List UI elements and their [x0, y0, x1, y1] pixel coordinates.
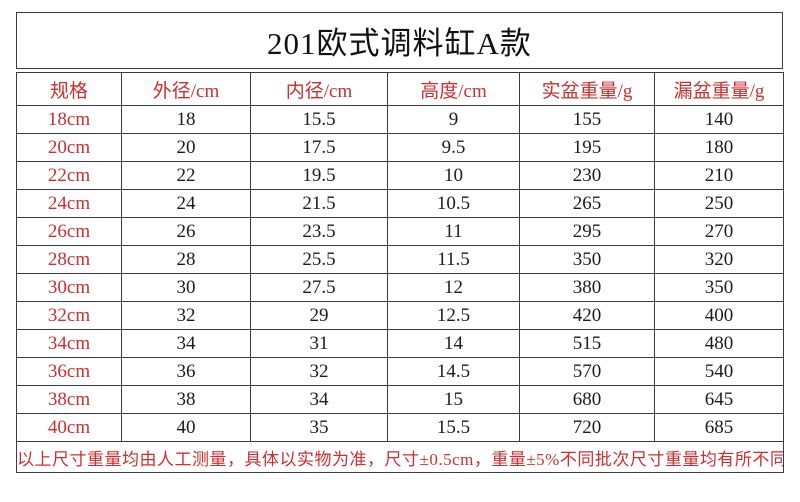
value-cell: 680 [519, 385, 655, 414]
spec-cell: 18cm [16, 105, 122, 134]
table-row: 38cm 38 34 15 680 645 [16, 385, 784, 414]
product-title: 201欧式调料缸A款 [267, 26, 532, 61]
spec-table: 规格 外径/cm 内径/cm 高度/cm 实盆重量/g 漏盆重量/g 18cm 18 15.5… [16, 72, 784, 473]
value-cell: 32 [121, 301, 251, 330]
value-cell: 12.5 [387, 301, 520, 330]
value-cell: 24 [121, 189, 251, 218]
value-cell: 195 [519, 133, 655, 162]
table-row: 20cm 20 17.5 9.5 195 180 [16, 133, 784, 162]
value-cell: 14.5 [387, 357, 520, 386]
value-cell: 400 [654, 301, 784, 330]
value-cell: 36 [121, 357, 251, 386]
spec-cell: 40cm [16, 413, 122, 442]
value-cell: 350 [654, 273, 784, 302]
value-cell: 20 [121, 133, 251, 162]
value-cell: 380 [519, 273, 655, 302]
value-cell: 35 [250, 413, 388, 442]
value-cell: 11 [387, 217, 520, 246]
value-cell: 28 [121, 245, 251, 274]
header-row: 规格 外径/cm 内径/cm 高度/cm 实盆重量/g 漏盆重量/g [16, 72, 784, 106]
value-cell: 23.5 [250, 217, 388, 246]
value-cell: 140 [654, 105, 784, 134]
column-header: 实盆重量/g [519, 72, 655, 106]
value-cell: 21.5 [250, 189, 388, 218]
value-cell: 420 [519, 301, 655, 330]
column-header: 内径/cm [250, 72, 388, 106]
footnote-row: 以上尺寸重量均由人工测量，具体以实物为准，尺寸±0.5cm，重量±5%不同批次尺… [16, 441, 784, 473]
value-cell: 270 [654, 217, 784, 246]
value-cell: 32 [250, 357, 388, 386]
table-row: 40cm 40 35 15.5 720 685 [16, 413, 784, 442]
column-header: 漏盆重量/g [654, 72, 784, 106]
value-cell: 31 [250, 329, 388, 358]
value-cell: 645 [654, 385, 784, 414]
table-row: 22cm 22 19.5 10 230 210 [16, 161, 784, 190]
value-cell: 14 [387, 329, 520, 358]
table-row: 28cm 28 25.5 11.5 350 320 [16, 245, 784, 274]
spec-cell: 22cm [16, 161, 122, 190]
value-cell: 11.5 [387, 245, 520, 274]
value-cell: 540 [654, 357, 784, 386]
table-row: 32cm 32 29 12.5 420 400 [16, 301, 784, 330]
spec-cell: 28cm [16, 245, 122, 274]
column-header: 规格 [16, 72, 122, 106]
value-cell: 250 [654, 189, 784, 218]
spec-cell: 32cm [16, 301, 122, 330]
table-row: 30cm 30 27.5 12 380 350 [16, 273, 784, 302]
value-cell: 295 [519, 217, 655, 246]
value-cell: 25.5 [250, 245, 388, 274]
table-row: 36cm 36 32 14.5 570 540 [16, 357, 784, 386]
value-cell: 155 [519, 105, 655, 134]
value-cell: 10.5 [387, 189, 520, 218]
value-cell: 38 [121, 385, 251, 414]
title-box: 201欧式调料缸A款 [16, 12, 783, 69]
value-cell: 720 [519, 413, 655, 442]
value-cell: 350 [519, 245, 655, 274]
value-cell: 9 [387, 105, 520, 134]
spec-cell: 26cm [16, 217, 122, 246]
value-cell: 29 [250, 301, 388, 330]
value-cell: 34 [121, 329, 251, 358]
value-cell: 30 [121, 273, 251, 302]
spec-cell: 36cm [16, 357, 122, 386]
value-cell: 570 [519, 357, 655, 386]
value-cell: 15 [387, 385, 520, 414]
value-cell: 19.5 [250, 161, 388, 190]
spec-cell: 24cm [16, 189, 122, 218]
value-cell: 22 [121, 161, 251, 190]
value-cell: 320 [654, 245, 784, 274]
table-row: 26cm 26 23.5 11 295 270 [16, 217, 784, 246]
spec-cell: 34cm [16, 329, 122, 358]
value-cell: 12 [387, 273, 520, 302]
value-cell: 9.5 [387, 133, 520, 162]
spec-cell: 38cm [16, 385, 122, 414]
spec-cell: 20cm [16, 133, 122, 162]
value-cell: 27.5 [250, 273, 388, 302]
value-cell: 480 [654, 329, 784, 358]
value-cell: 10 [387, 161, 520, 190]
footnote: 以上尺寸重量均由人工测量，具体以实物为准，尺寸±0.5cm，重量±5%不同批次尺… [16, 441, 784, 473]
value-cell: 230 [519, 161, 655, 190]
spec-cell: 30cm [16, 273, 122, 302]
table-row: 34cm 34 31 14 515 480 [16, 329, 784, 358]
value-cell: 180 [654, 133, 784, 162]
value-cell: 515 [519, 329, 655, 358]
column-header: 外径/cm [121, 72, 251, 106]
value-cell: 40 [121, 413, 251, 442]
spec-sheet: 201欧式调料缸A款 规格 外径/cm 内径/cm 高度/cm 实盆重量/g 漏盆重量/g… [16, 12, 784, 473]
value-cell: 26 [121, 217, 251, 246]
value-cell: 17.5 [250, 133, 388, 162]
value-cell: 685 [654, 413, 784, 442]
value-cell: 265 [519, 189, 655, 218]
value-cell: 210 [654, 161, 784, 190]
value-cell: 15.5 [250, 105, 388, 134]
table-row: 18cm 18 15.5 9 155 140 [16, 105, 784, 134]
table-body: 18cm 18 15.5 9 155 140 20cm 20 17.5 9.5 195 180 22cm… [16, 105, 784, 442]
table-row: 24cm 24 21.5 10.5 265 250 [16, 189, 784, 218]
value-cell: 18 [121, 105, 251, 134]
column-header: 高度/cm [387, 72, 520, 106]
value-cell: 15.5 [387, 413, 520, 442]
value-cell: 34 [250, 385, 388, 414]
